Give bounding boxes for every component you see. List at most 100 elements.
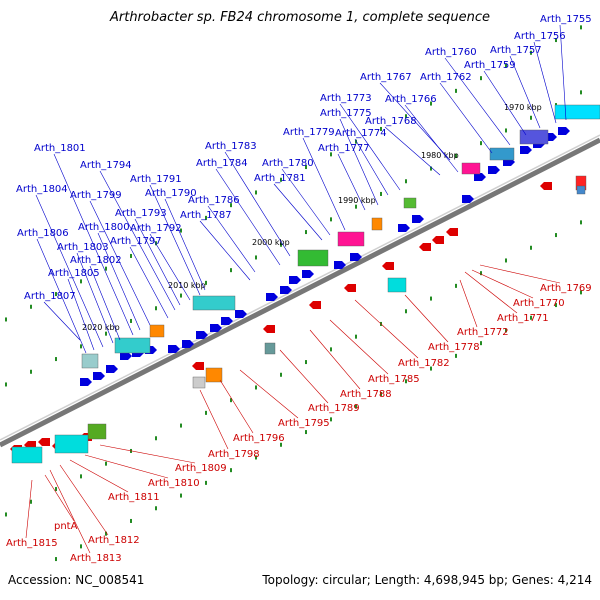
forward-gene-arrow — [93, 372, 105, 380]
forward-annotation-block — [192, 295, 236, 311]
tick-track-inner-forward — [380, 191, 382, 196]
reverse-gene-arrow — [263, 325, 275, 333]
forward-gene-arrow — [106, 365, 118, 373]
gene-label-reverse: Arth_1812 — [88, 535, 140, 546]
leader-line-forward — [483, 70, 527, 136]
tick-track-inner-forward — [280, 242, 282, 247]
leader-line-forward — [76, 252, 114, 344]
tick-track-inner-forward — [80, 344, 82, 349]
gene-label-forward: Arth_1781 — [254, 173, 306, 184]
leader-line-reverse — [99, 444, 196, 464]
leader-line-reverse — [59, 464, 109, 536]
reverse-gene-arrow — [419, 243, 431, 251]
forward-annotation-block — [403, 197, 417, 209]
tick-track-inner-reverse — [105, 461, 107, 466]
gene-label-reverse: Arth_1771 — [497, 313, 549, 324]
tick-track-outer-reverse — [580, 290, 582, 295]
forward-gene-arrow — [302, 270, 314, 278]
tick-track-outer-forward — [305, 165, 307, 170]
tick-track-inner-forward — [105, 331, 107, 336]
gene-label-forward: Arth_1773 — [320, 93, 372, 104]
gene-label-reverse: Arth_1798 — [208, 449, 260, 460]
leader-line-forward — [199, 220, 251, 281]
leader-line-reverse — [479, 264, 561, 284]
leader-line-forward — [129, 246, 169, 319]
tick-track-outer-reverse — [180, 493, 182, 498]
tick-track-inner-forward — [405, 179, 407, 184]
reverse-annotation-block — [192, 376, 206, 389]
forward-annotation-block — [149, 324, 165, 338]
gene-label-reverse: Arth_1785 — [368, 374, 420, 385]
gene-label-forward: Arth_1756 — [514, 31, 566, 42]
forward-annotation-block — [297, 249, 329, 267]
tick-track-outer-forward — [30, 304, 32, 309]
gene-label-forward: Arth_1804 — [16, 184, 68, 195]
forward-annotation-block — [519, 129, 549, 145]
gene-label-forward: Arth_1780 — [262, 158, 314, 169]
reverse-gene-arrow — [309, 301, 321, 309]
gene-label-reverse: Arth_1810 — [148, 478, 200, 489]
gene-label-forward: Arth_1792 — [130, 223, 182, 234]
forward-gene-arrow — [462, 195, 474, 203]
gene-label-reverse: Arth_1815 — [6, 538, 58, 549]
tick-track-inner-forward — [5, 382, 7, 387]
gene-labels: Arth_1755Arth_1756Arth_1757Arth_1759Arth… — [6, 14, 592, 564]
tick-track-inner-reverse — [580, 220, 582, 225]
map-title: Arthrobacter sp. FB24 chromosome 1, comp… — [109, 10, 491, 25]
leader-line-reverse — [404, 294, 449, 343]
tick-track-inner-reverse — [55, 487, 57, 492]
forward-gene-arrow — [558, 127, 570, 135]
forward-gene-arrow — [221, 317, 233, 325]
gene-label-forward: Arth_1790 — [145, 188, 197, 199]
gene-label-forward: Arth_1759 — [464, 60, 516, 71]
feature-layer — [10, 104, 600, 464]
tick-track-outer-reverse — [355, 404, 357, 409]
leader-line-reverse — [459, 279, 478, 328]
tick-track-inner-reverse — [480, 271, 482, 276]
reverse-annotation-block — [87, 423, 107, 440]
tick-track-inner-reverse — [155, 436, 157, 441]
tick-track-outer-forward — [380, 126, 382, 131]
tick-track-inner-forward — [205, 280, 207, 285]
leader-line-forward — [207, 205, 256, 273]
tick-track-outer-reverse — [480, 341, 482, 346]
gene-label-forward: Arth_1766 — [385, 94, 437, 105]
tick-track-outer-reverse — [255, 455, 257, 460]
reverse-gene-arrow — [446, 228, 458, 236]
gene-label-forward: Arth_1793 — [115, 208, 167, 219]
scale-label: 1980 kbp — [421, 151, 459, 160]
reverse-annotation-block — [205, 367, 223, 383]
tick-track-outer-forward — [480, 76, 482, 81]
genome-backbone-highlight — [0, 134, 600, 441]
gene-label-reverse: Arth_1809 — [175, 463, 227, 474]
tick-track-inner-reverse — [30, 499, 32, 504]
gene-label-forward: Arth_1762 — [420, 72, 472, 83]
gene-label-forward: Arth_1755 — [540, 14, 592, 25]
leader-line-forward — [149, 184, 201, 296]
tick-track-inner-reverse — [205, 410, 207, 415]
leader-line-forward — [215, 168, 281, 266]
track-decorations: 1970 kbp 1980 kbp 1990 kbp 2000 kbp 2010 kbp… — [0, 25, 600, 562]
leader-line-forward — [89, 200, 151, 326]
gene-label-forward: Arth_1774 — [335, 128, 387, 139]
leader-line-forward — [404, 104, 459, 173]
leader-line-forward — [43, 301, 81, 341]
gene-label-forward: Arth_1783 — [205, 141, 257, 152]
genome-backbone — [0, 137, 600, 448]
forward-gene-arrow — [80, 378, 92, 386]
leader-line-forward — [559, 24, 567, 121]
gene-label-forward: Arth_1775 — [320, 108, 372, 119]
gene-label-forward: Arth_1767 — [360, 72, 412, 83]
tick-track-outer-reverse — [380, 391, 382, 396]
gene-label-forward: Arth_1777 — [318, 143, 370, 154]
tick-track-inner-forward — [305, 230, 307, 235]
leader-line-forward — [273, 183, 323, 241]
tick-track-outer-reverse — [555, 303, 557, 308]
tick-track-inner-forward — [230, 268, 232, 273]
leader-line-forward — [164, 198, 206, 291]
gene-label-reverse: Arth_1788 — [340, 389, 392, 400]
leader-line-reverse — [309, 329, 361, 390]
tick-track-outer-reverse — [155, 506, 157, 511]
forward-gene-arrow — [210, 324, 222, 332]
